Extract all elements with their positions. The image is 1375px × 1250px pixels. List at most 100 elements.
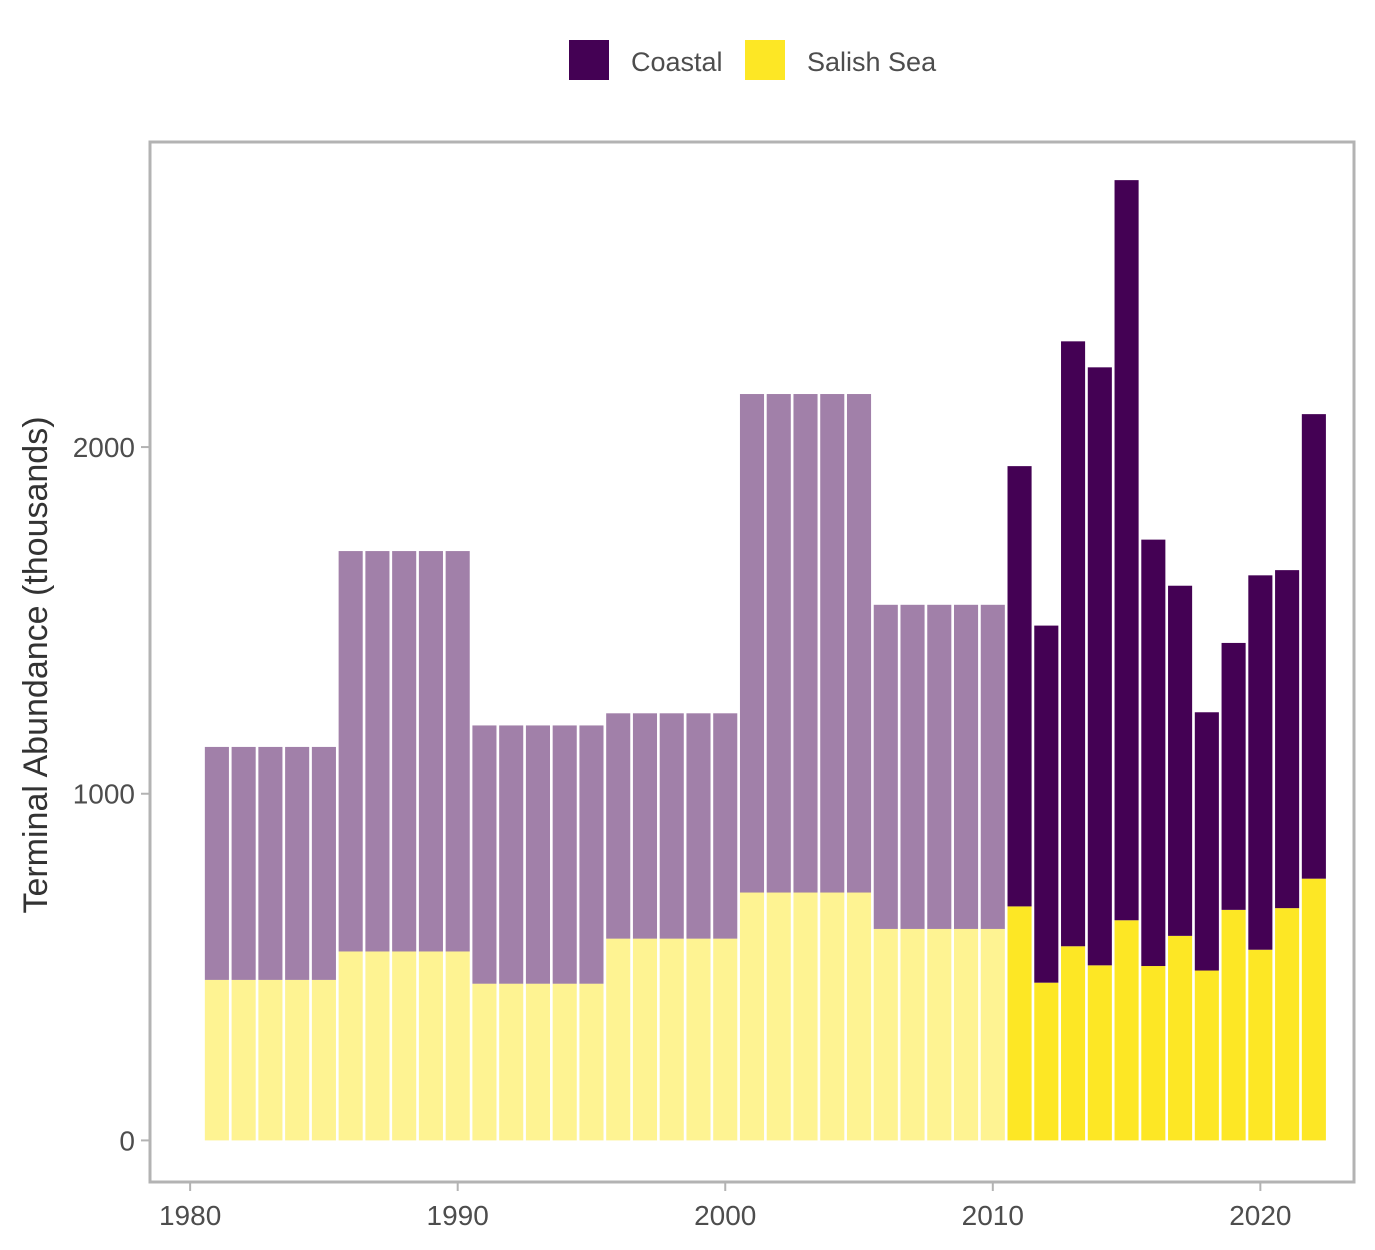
bar-coastal-2017 bbox=[1168, 585, 1193, 936]
bar-coastal-2020 bbox=[1248, 575, 1273, 950]
bar-coastal-1989 bbox=[418, 551, 443, 952]
bar-coastal-2011 bbox=[1007, 466, 1032, 907]
bar-coastal-1984 bbox=[285, 746, 310, 980]
bar-salish-sea-2006 bbox=[873, 928, 898, 1141]
plot-area bbox=[148, 140, 1356, 1184]
bar-coastal-1991 bbox=[472, 725, 497, 984]
bar-coastal-2002 bbox=[766, 394, 791, 893]
bar-coastal-1997 bbox=[632, 713, 658, 939]
bar-salish-sea-2016 bbox=[1141, 966, 1166, 1141]
bar-coastal-2008 bbox=[927, 604, 952, 929]
bar-salish-sea-2018 bbox=[1194, 970, 1219, 1141]
x-tick-label-2000: 2000 bbox=[694, 1200, 756, 1231]
bar-coastal-2013 bbox=[1061, 341, 1086, 947]
bar-salish-sea-1991 bbox=[472, 983, 497, 1141]
y-tick-label-0: 0 bbox=[119, 1125, 135, 1156]
bar-salish-sea-1995 bbox=[579, 983, 604, 1141]
bar-salish-sea-1985 bbox=[311, 979, 336, 1141]
bar-salish-sea-2007 bbox=[900, 928, 925, 1141]
bar-salish-sea-2002 bbox=[766, 892, 791, 1141]
bar-coastal-2006 bbox=[873, 604, 898, 929]
bar-coastal-2016 bbox=[1141, 539, 1166, 967]
bar-coastal-1987 bbox=[365, 551, 390, 952]
bar-salish-sea-1999 bbox=[686, 938, 711, 1141]
bar-coastal-2022 bbox=[1301, 414, 1326, 879]
bar-coastal-1983 bbox=[258, 746, 283, 980]
y-tick-label-1000: 1000 bbox=[73, 779, 135, 810]
bar-salish-sea-2014 bbox=[1087, 965, 1112, 1141]
legend-swatch-coastal bbox=[569, 40, 609, 80]
bar-coastal-1981 bbox=[204, 746, 229, 980]
bar-coastal-1994 bbox=[552, 725, 577, 984]
bar-salish-sea-2010 bbox=[980, 928, 1005, 1141]
bar-coastal-2014 bbox=[1087, 367, 1112, 966]
bar-salish-sea-1998 bbox=[659, 938, 684, 1141]
bar-salish-sea-2012 bbox=[1034, 982, 1059, 1141]
bar-coastal-1996 bbox=[606, 713, 631, 939]
y-axis: 0 1000 2000 bbox=[73, 432, 150, 1156]
bar-coastal-1986 bbox=[338, 551, 363, 952]
bar-salish-sea-1984 bbox=[285, 979, 310, 1141]
y-axis-title: Terminal Abundance (thousands) bbox=[17, 416, 55, 913]
bar-salish-sea-2003 bbox=[793, 892, 818, 1141]
bar-salish-sea-1992 bbox=[499, 983, 524, 1141]
bar-salish-sea-2011 bbox=[1007, 906, 1032, 1141]
bar-salish-sea-1983 bbox=[258, 979, 283, 1141]
bar-coastal-2001 bbox=[739, 394, 765, 893]
panel-border bbox=[148, 140, 1356, 1184]
legend-label-coastal: Coastal bbox=[631, 47, 723, 77]
bar-coastal-1985 bbox=[311, 746, 336, 980]
bar-coastal-1995 bbox=[579, 725, 604, 984]
x-axis: 1980 1990 2000 2010 2020 bbox=[159, 1182, 1292, 1231]
bar-salish-sea-2000 bbox=[713, 938, 738, 1141]
bar-coastal-2003 bbox=[793, 394, 818, 893]
x-tick-label-2020: 2020 bbox=[1229, 1200, 1291, 1231]
bar-salish-sea-2020 bbox=[1248, 949, 1273, 1141]
bar-salish-sea-2022 bbox=[1301, 878, 1326, 1141]
bar-coastal-1988 bbox=[392, 551, 417, 952]
bar-coastal-1982 bbox=[231, 746, 256, 980]
bar-salish-sea-1993 bbox=[525, 983, 550, 1141]
bar-coastal-2019 bbox=[1221, 642, 1246, 910]
x-tick-label-1980: 1980 bbox=[159, 1200, 221, 1231]
bar-salish-sea-2017 bbox=[1168, 935, 1193, 1141]
legend-swatch-salish-sea bbox=[745, 40, 785, 80]
bar-salish-sea-1986 bbox=[338, 951, 363, 1141]
bar-coastal-2018 bbox=[1194, 712, 1219, 971]
bar-salish-sea-2009 bbox=[954, 928, 979, 1141]
bar-coastal-2000 bbox=[713, 713, 738, 939]
bar-coastal-2009 bbox=[954, 604, 979, 929]
bar-coastal-2015 bbox=[1114, 180, 1139, 921]
bar-salish-sea-2015 bbox=[1114, 920, 1139, 1141]
bar-salish-sea-2019 bbox=[1221, 909, 1246, 1141]
bar-salish-sea-2008 bbox=[927, 928, 952, 1141]
legend-label-salish-sea: Salish Sea bbox=[807, 47, 937, 77]
bar-salish-sea-1987 bbox=[365, 951, 390, 1141]
bar-coastal-1992 bbox=[499, 725, 524, 984]
bar-salish-sea-1990 bbox=[445, 951, 470, 1141]
bar-coastal-2012 bbox=[1034, 625, 1059, 983]
bar-coastal-2005 bbox=[846, 394, 872, 893]
x-tick-label-2010: 2010 bbox=[962, 1200, 1024, 1231]
x-tick-label-1990: 1990 bbox=[427, 1200, 489, 1231]
bar-salish-sea-1994 bbox=[552, 983, 577, 1141]
bar-coastal-2007 bbox=[900, 604, 925, 929]
legend: Coastal Salish Sea bbox=[569, 40, 937, 80]
bar-salish-sea-2005 bbox=[846, 892, 872, 1141]
bar-salish-sea-1982 bbox=[231, 979, 256, 1141]
bar-salish-sea-1981 bbox=[204, 979, 229, 1141]
bar-salish-sea-1988 bbox=[392, 951, 417, 1141]
bar-coastal-1999 bbox=[686, 713, 711, 939]
bars-group bbox=[204, 180, 1326, 1141]
bar-salish-sea-1996 bbox=[606, 938, 631, 1141]
bar-salish-sea-2004 bbox=[820, 892, 845, 1141]
y-tick-label-2000: 2000 bbox=[73, 432, 135, 463]
bar-coastal-1998 bbox=[659, 713, 684, 939]
bar-salish-sea-1989 bbox=[418, 951, 443, 1141]
bar-salish-sea-2013 bbox=[1061, 946, 1086, 1141]
bar-salish-sea-1997 bbox=[632, 938, 658, 1141]
bar-coastal-1993 bbox=[525, 725, 550, 984]
bar-coastal-2021 bbox=[1275, 570, 1300, 909]
bar-salish-sea-2021 bbox=[1275, 908, 1300, 1141]
